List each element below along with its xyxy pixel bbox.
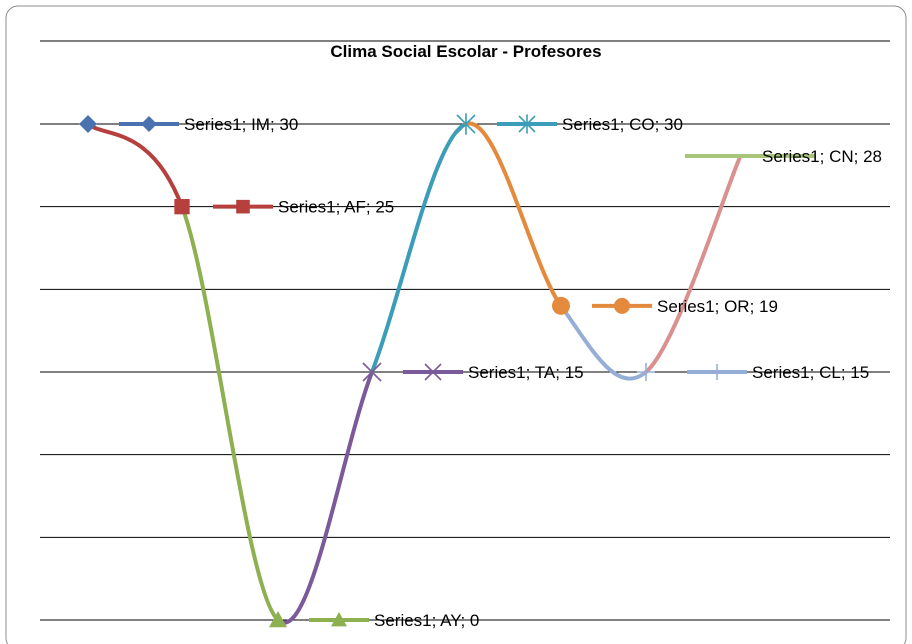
data-label-key-marker <box>236 199 250 214</box>
data-label: Series1; AY; 0 <box>374 611 479 630</box>
data-label-key-marker <box>424 363 442 381</box>
data-label: Series1; OR; 19 <box>657 297 778 316</box>
data-point-marker <box>174 199 190 215</box>
data-label-key-marker <box>709 364 725 380</box>
data-point-marker <box>552 296 570 315</box>
data-label: Series1; CN; 28 <box>762 147 882 166</box>
data-label-key-marker <box>331 612 347 627</box>
series-line <box>86 121 742 625</box>
chart-frame <box>5 5 907 644</box>
data-point-marker <box>637 363 655 381</box>
data-label: Series1; CL; 15 <box>752 363 869 382</box>
series-line-segment <box>464 121 563 308</box>
data-label-key-marker <box>141 116 157 132</box>
series-line-segment <box>644 155 742 374</box>
chart-title: Clima Social Escolar - Profesores <box>330 42 601 61</box>
data-point-marker <box>362 362 382 382</box>
data-label: Series1; TA; 15 <box>468 363 584 382</box>
data-labels: Series1; IM; 30 Series1; AF; 25 Series1; A… <box>119 114 882 630</box>
data-label: Series1; CO; 30 <box>562 115 683 134</box>
data-label-key-marker <box>614 297 630 314</box>
data-point-marker <box>456 113 476 135</box>
series-line-segment <box>86 122 184 209</box>
data-point-marker <box>79 115 97 133</box>
series-line-segment <box>180 204 280 622</box>
series-line-segment <box>370 122 468 374</box>
series-markers <box>79 113 655 628</box>
series-line-segment <box>276 370 374 625</box>
data-label: Series1; IM; 30 <box>184 115 298 134</box>
data-label-key-marker <box>518 114 536 134</box>
data-point-marker <box>269 611 287 628</box>
series-line-segment <box>559 303 648 381</box>
data-label: Series1; AF; 25 <box>278 198 394 217</box>
